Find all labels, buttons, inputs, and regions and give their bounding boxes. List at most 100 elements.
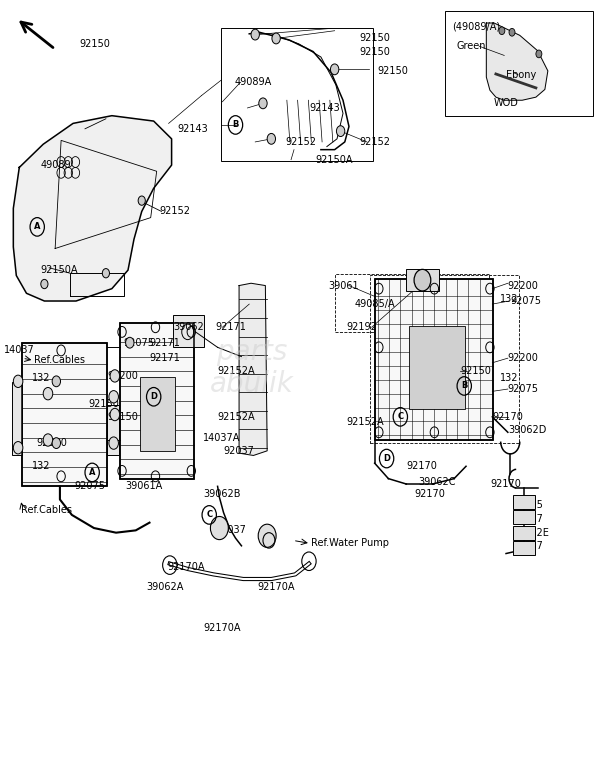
- Text: 92005: 92005: [512, 500, 543, 510]
- Text: 92171: 92171: [215, 322, 246, 332]
- Circle shape: [110, 370, 119, 382]
- Text: 92170: 92170: [490, 479, 521, 489]
- Text: 92171: 92171: [149, 338, 181, 348]
- Circle shape: [52, 376, 61, 387]
- Bar: [140, 377, 175, 451]
- Text: 92150: 92150: [88, 399, 119, 409]
- Text: B: B: [461, 381, 467, 391]
- Text: 92150: 92150: [360, 46, 391, 57]
- Text: 92170A: 92170A: [203, 623, 241, 633]
- Text: WOD: WOD: [494, 98, 519, 108]
- Circle shape: [125, 337, 134, 348]
- Text: 92200: 92200: [107, 371, 139, 381]
- Text: B: B: [232, 120, 239, 129]
- Text: 14037: 14037: [4, 346, 35, 356]
- Text: 92192: 92192: [347, 322, 377, 332]
- Circle shape: [499, 27, 505, 35]
- Text: 132: 132: [32, 374, 51, 383]
- Circle shape: [331, 64, 339, 74]
- Circle shape: [267, 133, 275, 144]
- Bar: [409, 326, 466, 409]
- Text: 132: 132: [500, 374, 518, 383]
- Text: A: A: [89, 468, 95, 477]
- Circle shape: [13, 442, 23, 454]
- Circle shape: [536, 50, 542, 58]
- Text: Green: Green: [457, 41, 486, 51]
- Bar: [107, 405, 119, 456]
- Bar: [406, 270, 439, 291]
- Bar: [335, 274, 489, 332]
- Text: 92170: 92170: [406, 461, 437, 471]
- Polygon shape: [487, 23, 548, 100]
- Circle shape: [41, 280, 48, 288]
- Text: 49089A: 49089A: [235, 78, 272, 88]
- Circle shape: [43, 434, 53, 446]
- Text: 92150: 92150: [460, 366, 491, 376]
- Text: 49085/A: 49085/A: [355, 299, 395, 309]
- Text: 39062A: 39062A: [146, 582, 183, 592]
- Circle shape: [258, 524, 276, 547]
- Bar: [513, 541, 535, 555]
- Bar: [22, 343, 107, 487]
- Circle shape: [337, 126, 345, 136]
- Circle shape: [109, 391, 118, 403]
- Text: 92075: 92075: [508, 384, 539, 394]
- Text: 132: 132: [500, 294, 518, 304]
- Bar: [119, 322, 194, 479]
- Text: 39061A: 39061A: [125, 481, 163, 491]
- Text: 92170A: 92170A: [257, 582, 295, 592]
- Text: 92200: 92200: [508, 281, 539, 291]
- Text: Ebony: Ebony: [506, 70, 536, 80]
- Circle shape: [211, 516, 229, 539]
- Text: Ref.Cables: Ref.Cables: [20, 505, 71, 515]
- Text: 92152A: 92152A: [218, 366, 255, 376]
- Circle shape: [251, 29, 259, 40]
- Bar: [513, 510, 535, 524]
- Bar: [513, 525, 535, 539]
- Text: C: C: [397, 412, 403, 422]
- Bar: [374, 280, 493, 440]
- Text: Ref.Water Pump: Ref.Water Pump: [311, 539, 389, 549]
- Circle shape: [509, 29, 515, 36]
- Text: 92150A: 92150A: [315, 155, 352, 165]
- Text: 92143: 92143: [178, 124, 208, 134]
- Text: 39062B: 39062B: [203, 489, 241, 499]
- Text: 92171: 92171: [149, 353, 181, 363]
- Text: D: D: [150, 392, 157, 401]
- Circle shape: [259, 98, 267, 109]
- Circle shape: [109, 437, 118, 450]
- Text: 92152: 92152: [160, 206, 191, 216]
- Text: 39062D: 39062D: [508, 425, 546, 435]
- Text: 92150: 92150: [107, 412, 139, 422]
- Text: 92200: 92200: [508, 353, 539, 363]
- Text: 92037: 92037: [512, 541, 543, 551]
- Circle shape: [272, 33, 280, 44]
- Text: 92152A: 92152A: [347, 417, 384, 427]
- Text: 92200: 92200: [36, 438, 67, 448]
- Circle shape: [103, 269, 109, 278]
- Bar: [374, 280, 493, 440]
- Text: Ref.Cables: Ref.Cables: [34, 356, 85, 366]
- Text: A: A: [34, 222, 40, 232]
- Bar: [22, 343, 107, 487]
- Text: 92150: 92150: [377, 66, 409, 76]
- Text: 39062C: 39062C: [418, 477, 456, 487]
- Text: 132: 132: [32, 461, 51, 471]
- Circle shape: [13, 375, 23, 388]
- Text: 92152: 92152: [360, 137, 391, 147]
- Text: 92037: 92037: [215, 525, 246, 536]
- Text: C: C: [206, 511, 212, 519]
- Text: 39062E: 39062E: [512, 528, 549, 538]
- Circle shape: [414, 270, 431, 291]
- Text: 92075: 92075: [124, 338, 155, 348]
- Text: 14037A: 14037A: [203, 432, 241, 443]
- Bar: [221, 29, 373, 161]
- Text: parts
abulik: parts abulik: [210, 338, 294, 398]
- Bar: [513, 495, 535, 508]
- Text: 92170A: 92170A: [167, 562, 205, 572]
- Text: 92170: 92170: [415, 489, 446, 499]
- Text: 92037: 92037: [224, 446, 254, 456]
- Polygon shape: [239, 283, 267, 456]
- Polygon shape: [13, 115, 172, 301]
- Circle shape: [138, 196, 145, 205]
